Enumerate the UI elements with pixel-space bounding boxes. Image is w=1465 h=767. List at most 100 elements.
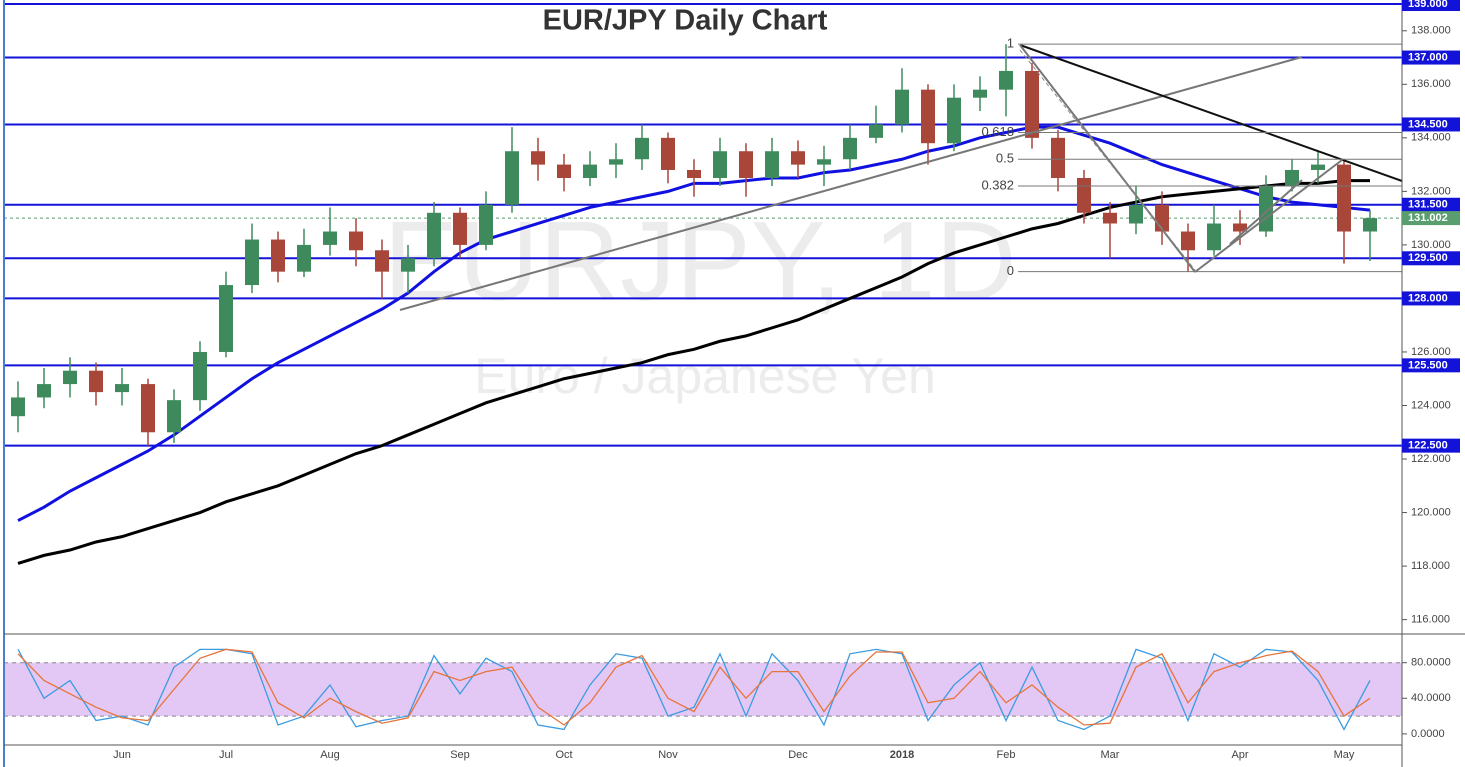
candle-body	[1337, 164, 1351, 232]
level-box	[1402, 358, 1460, 373]
candle-body	[609, 159, 623, 165]
x-tick-label: Jul	[219, 749, 233, 761]
level-label: 129.500	[1408, 252, 1448, 264]
fib-label: 0.382	[981, 177, 1014, 192]
line-series	[17, 179, 1370, 565]
candle-body	[1129, 204, 1143, 224]
candle-body	[375, 250, 389, 272]
candle-body	[349, 231, 363, 251]
candle-body	[271, 239, 285, 272]
candle-body	[401, 258, 415, 272]
candle-body	[297, 244, 311, 272]
candle-body	[817, 159, 831, 165]
candle-body	[427, 212, 441, 259]
y-tick-label: 118.000	[1411, 560, 1450, 572]
candle-body	[1363, 218, 1377, 232]
candle-body	[557, 164, 571, 178]
y-tick-label: 138.000	[1411, 25, 1451, 37]
candle-body	[661, 137, 675, 170]
fib-diagonal	[1019, 49, 1196, 271]
axes-layer: 116.000 118.000 120.000 122.000 124.000 126.0…	[3, 0, 1465, 767]
chart-title: EUR/JPY Daily Chart	[543, 5, 828, 37]
watermark-symbol: EURJPY, 1D	[384, 199, 1017, 324]
candle-body	[1077, 177, 1091, 213]
candle-body	[37, 384, 51, 398]
level-box	[1402, 0, 1460, 12]
level-label: 137.000	[1408, 51, 1448, 63]
y-tick-label: 134.000	[1411, 132, 1451, 144]
drawings: 1 0.618 0.5 0.382 0	[399, 36, 1403, 311]
x-tick-label: Sep	[450, 749, 470, 761]
line-series	[17, 648, 1371, 731]
candle-body	[141, 384, 155, 433]
y-tick-label: 80.0000	[1411, 657, 1451, 669]
candle-body	[453, 212, 467, 245]
candle-body	[1207, 223, 1221, 251]
last-price-label: 131.002	[1408, 212, 1448, 224]
y-tick-label: 0.0000	[1411, 728, 1445, 740]
candle-body	[245, 239, 259, 286]
y-tick-label: 124.000	[1411, 399, 1451, 411]
y-tick-label: 126.000	[1411, 346, 1451, 358]
candle-body	[739, 151, 753, 178]
x-tick-label: Oct	[555, 749, 572, 761]
x-tick-label: May	[1334, 749, 1355, 761]
candle-body	[1181, 231, 1195, 251]
candle-body	[999, 70, 1013, 90]
candle-body	[1155, 204, 1169, 232]
candle-body	[869, 124, 883, 138]
y-tick-label: 116.000	[1411, 614, 1450, 626]
x-tick-label: Feb	[997, 749, 1016, 761]
candle-body	[479, 204, 493, 245]
fib-label: 0.618	[981, 124, 1014, 139]
candle-body	[115, 384, 129, 393]
candle-body	[973, 89, 987, 98]
x-tick-label: Aug	[320, 749, 340, 761]
candle-body	[921, 89, 935, 144]
last-price-box	[1402, 211, 1460, 226]
level-label: 131.500	[1408, 199, 1448, 211]
y-tick-label: 130.000	[1411, 239, 1451, 251]
pattern-line	[1019, 44, 1196, 273]
candle-body	[505, 151, 519, 205]
candle-body	[89, 370, 103, 393]
watermark-name: Euro / Japanese Yen	[474, 348, 936, 404]
level-box	[1402, 251, 1460, 266]
level-box	[1402, 50, 1460, 65]
marks-layer	[11, 44, 1377, 731]
fib-label: 1	[1007, 36, 1014, 51]
level-label: 122.500	[1408, 440, 1448, 452]
x-tick-label: Mar	[1101, 749, 1120, 761]
y-tick-label: 122.000	[1411, 453, 1451, 465]
x-tick-label: Nov	[658, 749, 678, 761]
trend-line	[399, 56, 1303, 311]
x-tick-label: Apr	[1231, 749, 1248, 761]
candle-body	[323, 231, 337, 245]
pattern-line	[1194, 159, 1343, 273]
x-tick-label: Dec	[788, 749, 808, 761]
y-tick-label: 120.000	[1411, 506, 1451, 518]
candle-body	[895, 89, 909, 125]
candle-body	[687, 169, 701, 178]
candle-body	[531, 151, 545, 165]
candle-body	[583, 164, 597, 178]
level-label: 125.500	[1408, 359, 1448, 371]
candle-body	[765, 151, 779, 178]
y-tick-label: 132.000	[1411, 185, 1451, 197]
candle-body	[1051, 137, 1065, 178]
level-label: 128.000	[1408, 292, 1448, 304]
background-layer: EURJPY, 1D Euro / Japanese Yen	[4, 3, 1402, 717]
fib-label: 0.5	[996, 151, 1014, 166]
candle-body	[219, 285, 233, 352]
level-box	[1402, 291, 1460, 306]
candle-body	[11, 397, 25, 417]
y-tick-label: 40.0000	[1411, 692, 1451, 704]
line-series	[17, 648, 1371, 726]
fib-label: 0	[1007, 263, 1014, 278]
level-box	[1402, 117, 1460, 132]
level-label: 139.000	[1408, 0, 1448, 10]
candle-body	[193, 351, 207, 401]
x-tick-label: 2018	[890, 749, 914, 761]
y-tick-label: 136.000	[1411, 78, 1451, 90]
